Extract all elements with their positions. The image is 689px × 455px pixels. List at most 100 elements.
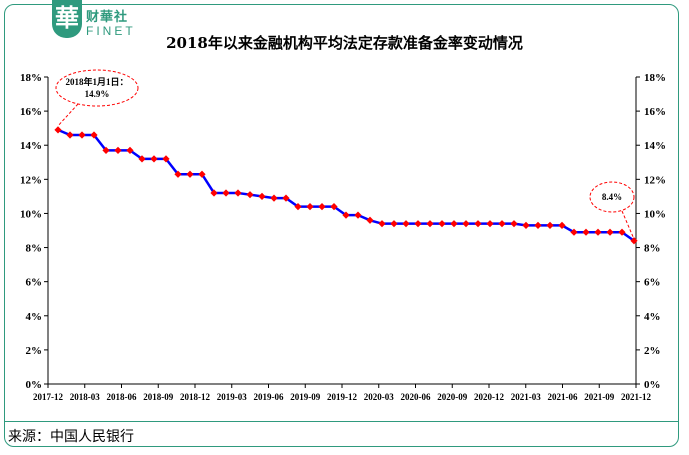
y-tick-label-right: 0% — [644, 379, 661, 391]
start-annotation-value: 14.9% — [85, 89, 110, 99]
data-point-marker — [330, 203, 338, 211]
y-tick-label-left: 8% — [26, 243, 43, 255]
data-point-marker — [594, 228, 602, 236]
data-point-marker — [462, 220, 470, 228]
end-annotation-value: 8.4% — [602, 192, 622, 202]
start-annotation-date: 2018年1月1日： — [65, 76, 128, 87]
y-tick-label-right: 6% — [644, 277, 661, 289]
source-divider — [4, 421, 679, 422]
x-tick-label: 2021-09 — [584, 392, 614, 402]
y-tick-label-left: 18% — [20, 72, 42, 84]
data-point-marker — [102, 146, 110, 154]
data-point-marker — [78, 131, 86, 139]
x-tick-label: 2019-06 — [254, 392, 284, 402]
x-tick-label: 2018-03 — [70, 392, 100, 402]
end-annotation-ellipse — [589, 181, 635, 213]
data-point-marker — [450, 220, 458, 228]
x-tick-label: 2018-09 — [143, 392, 173, 402]
y-tick-label-left: 0% — [26, 379, 43, 391]
y-tick-label-left: 16% — [20, 106, 42, 118]
data-point-marker — [486, 220, 494, 228]
data-point-marker — [234, 189, 242, 197]
y-tick-label-right: 8% — [644, 243, 661, 255]
x-tick-label: 2019-12 — [327, 392, 357, 402]
data-point-marker — [438, 220, 446, 228]
data-point-marker — [270, 194, 278, 202]
data-point-marker — [246, 191, 254, 199]
data-point-marker — [630, 237, 638, 245]
data-point-marker — [90, 131, 98, 139]
data-point-marker — [546, 221, 554, 229]
data-point-marker — [174, 170, 182, 178]
y-tick-label-left: 12% — [20, 174, 42, 186]
start-annotation-ellipse — [55, 69, 139, 107]
y-tick-label-right: 4% — [644, 311, 661, 323]
x-tick-label: 2017-12 — [33, 392, 63, 402]
y-tick-label-right: 14% — [644, 140, 666, 152]
data-point-marker — [510, 220, 518, 228]
x-tick-label: 2018-12 — [180, 392, 210, 402]
x-tick-label: 2021-06 — [548, 392, 578, 402]
data-point-marker — [258, 192, 266, 200]
x-tick-label: 2019-09 — [290, 392, 320, 402]
source-note: 来源：中国人民银行 — [8, 429, 134, 445]
logo-chinese-text: 财華社 — [86, 10, 129, 25]
y-tick-label-left: 10% — [20, 208, 42, 220]
rrr-series-line — [57, 128, 635, 242]
data-point-marker — [198, 170, 206, 178]
y-tick-label-left: 4% — [26, 311, 43, 323]
logo-english-text: FINET — [86, 24, 136, 38]
data-point-marker — [150, 155, 158, 163]
x-tick-label: 2019-03 — [217, 392, 247, 402]
x-tick-label: 2020-12 — [474, 392, 504, 402]
y-tick-label-left: 14% — [20, 140, 42, 152]
data-point-marker — [522, 221, 530, 229]
data-point-marker — [498, 220, 506, 228]
chart-title: 2018年以来金融机构平均法定存款准备金率变动情况 — [166, 34, 523, 52]
y-tick-label-right: 10% — [644, 208, 666, 220]
start-annotation-leader — [57, 103, 79, 127]
data-point-marker — [138, 155, 146, 163]
data-point-marker — [582, 228, 590, 236]
data-point-marker — [114, 146, 122, 154]
data-point-marker — [186, 170, 194, 178]
data-point-marker — [318, 203, 326, 211]
x-tick-label: 2021-03 — [511, 392, 541, 402]
x-tick-label: 2020-03 — [364, 392, 394, 402]
data-point-marker — [54, 126, 62, 134]
chart-frame — [4, 4, 679, 447]
data-point-marker — [66, 131, 74, 139]
data-point-marker — [282, 194, 290, 202]
data-point-marker — [570, 228, 578, 236]
data-point-marker — [294, 203, 302, 211]
data-point-marker — [606, 228, 614, 236]
data-point-marker — [210, 189, 218, 197]
y-tick-label-left: 6% — [26, 277, 43, 289]
data-point-marker — [402, 220, 410, 228]
finet-logo: 華 财華社 FINET — [52, 0, 192, 46]
data-point-marker — [558, 221, 566, 229]
x-tick-label: 2020-09 — [437, 392, 467, 402]
data-point-marker — [342, 211, 350, 219]
y-tick-label-right: 2% — [644, 345, 661, 357]
data-point-marker — [162, 155, 170, 163]
data-point-marker — [354, 211, 362, 219]
data-point-marker — [414, 220, 422, 228]
x-tick-label: 2018-06 — [107, 392, 137, 402]
data-point-marker — [390, 220, 398, 228]
x-tick-label: 2021-12 — [621, 392, 651, 402]
y-tick-label-right: 16% — [644, 106, 666, 118]
y-tick-label-right: 12% — [644, 174, 666, 186]
data-point-marker — [534, 221, 542, 229]
y-tick-label-right: 18% — [644, 72, 666, 84]
data-point-marker — [222, 189, 230, 197]
data-point-marker — [126, 146, 134, 154]
data-point-marker — [378, 220, 386, 228]
data-point-marker — [618, 228, 626, 236]
logo-mark: 華 — [52, 0, 82, 38]
y-tick-label-left: 2% — [26, 345, 43, 357]
data-point-marker — [306, 203, 314, 211]
data-point-marker — [366, 216, 374, 224]
data-point-marker — [474, 220, 482, 228]
